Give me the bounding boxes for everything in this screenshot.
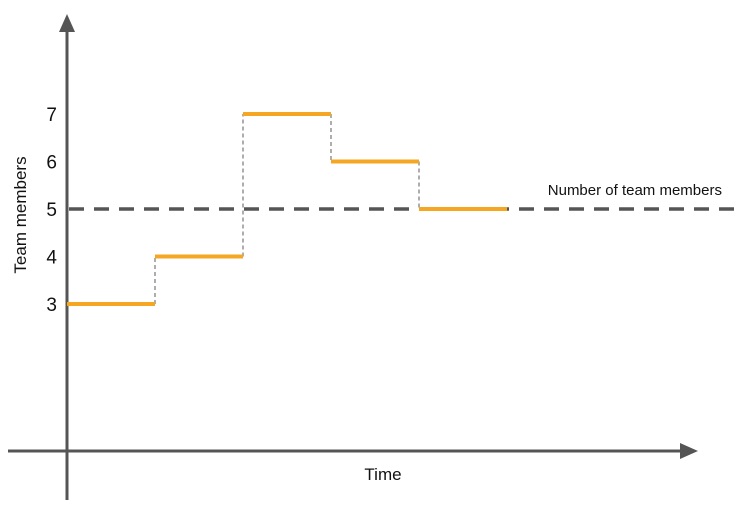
x-axis-title: Time [364,465,401,484]
y-tick-label: 7 [46,105,57,126]
y-tick-label: 5 [46,200,57,221]
y-axis-arrow-icon [59,14,75,32]
step-connectors [154,114,420,304]
step-series [67,112,507,306]
reference-line-group: Number of team members [69,182,741,211]
y-tick-label: 6 [46,153,57,174]
y-axis-title: Team members [11,156,30,273]
y-tick-label: 3 [46,295,57,316]
reference-line-label: Number of team members [548,182,722,199]
y-tick-labels: 3 4 5 6 7 [46,105,57,316]
axes [8,14,698,500]
x-axis-arrow-icon [680,443,698,459]
y-tick-label: 4 [46,248,57,269]
